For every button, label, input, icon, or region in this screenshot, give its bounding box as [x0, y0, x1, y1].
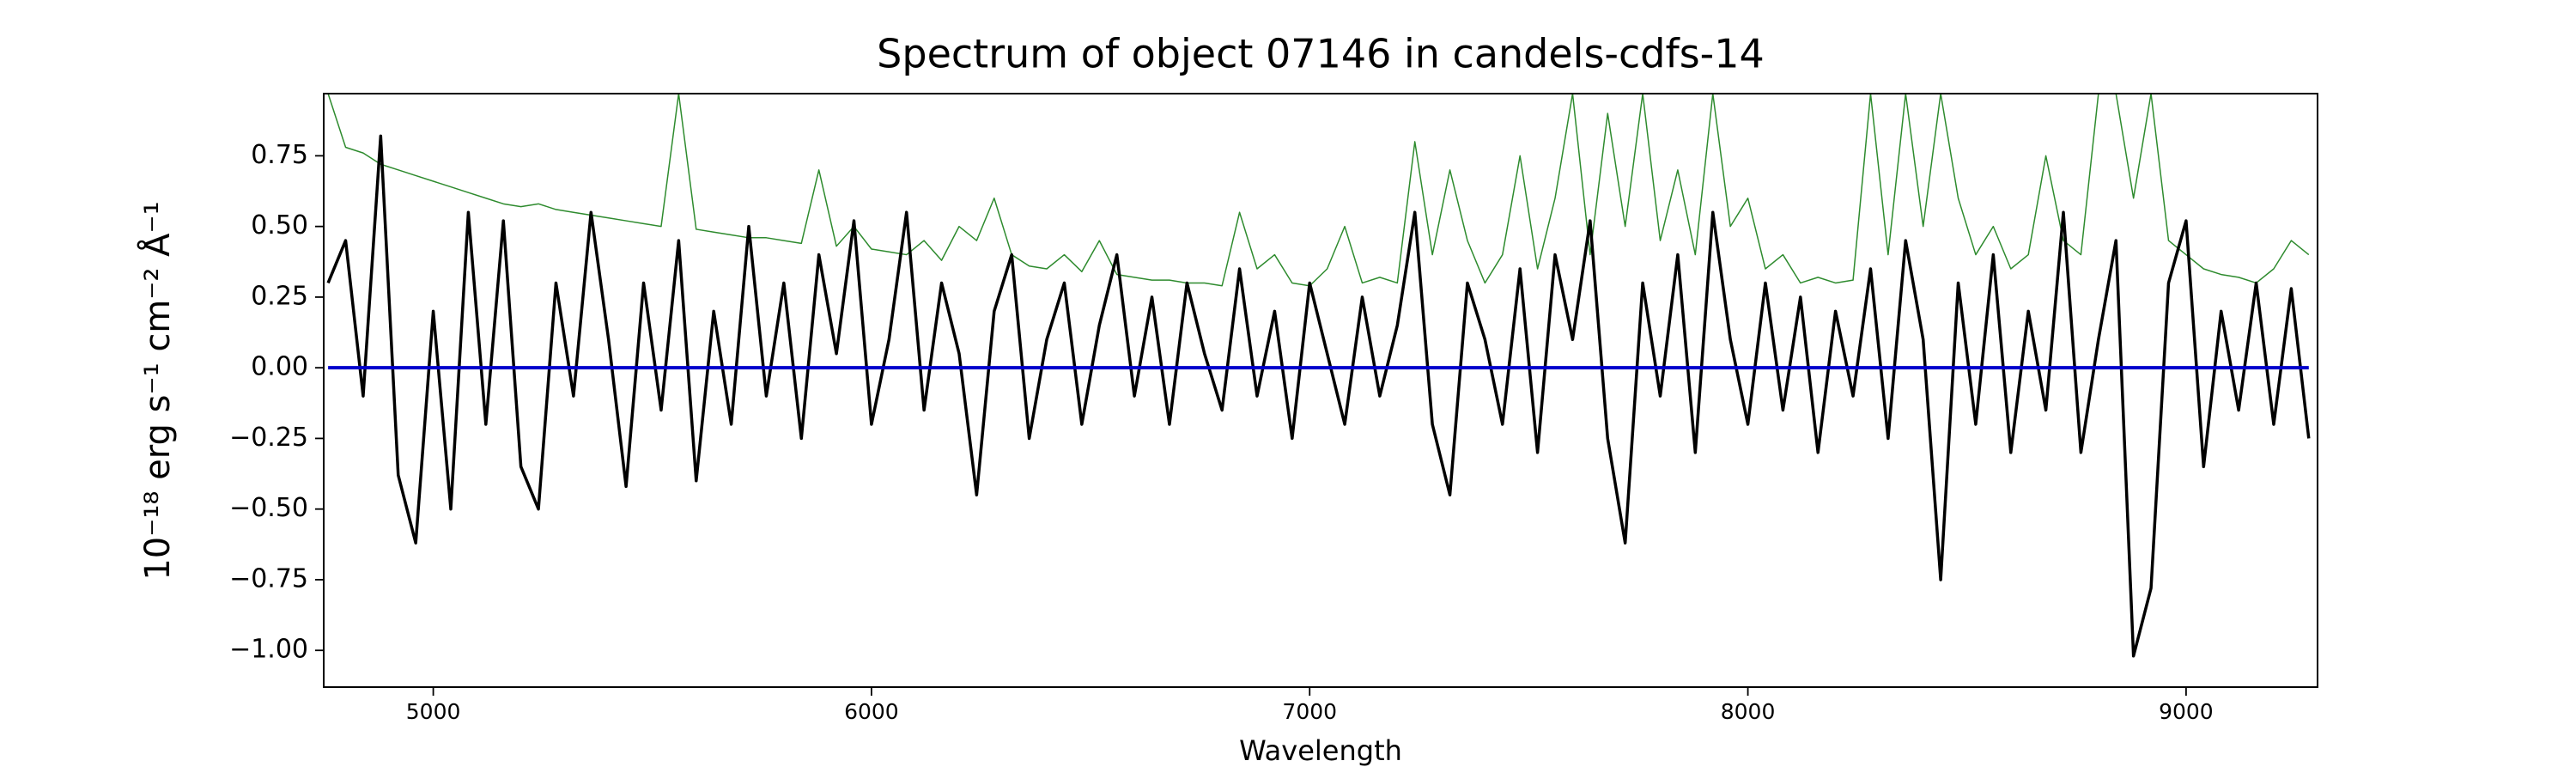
- y-tick-label: 0.25: [251, 281, 308, 311]
- x-tick-label: 8000: [1721, 699, 1776, 724]
- x-tick-label: 7000: [1282, 699, 1337, 724]
- y-tick-label: 0.50: [251, 210, 308, 240]
- y-tick-label: 0.75: [251, 140, 308, 170]
- x-axis-label: Wavelength: [1239, 734, 1402, 767]
- y-tick-label: −0.50: [229, 493, 308, 523]
- y-axis-label: 10⁻¹⁸ erg s⁻¹ cm⁻² Å⁻¹: [137, 201, 178, 580]
- plot-area: [326, 94, 2311, 658]
- series-line: [326, 134, 2311, 658]
- x-tick-label: 5000: [406, 699, 461, 724]
- y-tick-label: 0.00: [251, 352, 308, 382]
- y-tick-label: −0.75: [229, 563, 308, 593]
- y-tick-label: −1.00: [229, 635, 308, 665]
- chart-title: Spectrum of object 07146 in candels-cdfs…: [877, 31, 1765, 77]
- y-tick-label: −0.25: [229, 423, 308, 453]
- series-line: [327, 94, 2310, 287]
- x-tick-label: 9000: [2159, 699, 2214, 724]
- x-tick-label: 6000: [844, 699, 899, 724]
- axes-frame: [323, 93, 2318, 688]
